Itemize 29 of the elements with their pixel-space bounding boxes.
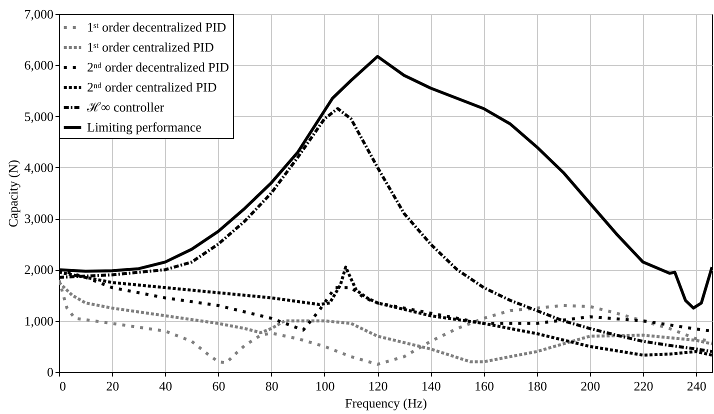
legend-label: 1ˢᵗ order decentralized PID: [87, 20, 226, 34]
legend-label: 2ⁿᵈ order decentralized PID: [87, 60, 230, 74]
y-tick-label: 4,000: [24, 160, 54, 175]
legend-label: 2ⁿᵈ order centralized PID: [87, 80, 217, 94]
y-tick-label: 2,000: [24, 262, 54, 278]
x-tick-label: 180: [528, 378, 548, 394]
y-tick-label: 0: [47, 364, 54, 380]
y-tick-label: 7,000: [24, 6, 54, 22]
x-tick-label: 40: [159, 378, 172, 394]
x-tick-label: 60: [212, 378, 226, 394]
x-tick-label: 240: [686, 378, 706, 394]
y-tick-label: 6,000: [24, 58, 54, 73]
legend-label: ℋ∞ controller: [86, 100, 165, 114]
x-tick-label: 100: [315, 378, 335, 394]
x-tick-label: 160: [474, 378, 494, 394]
x-axis-title: Frequency (Hz): [345, 396, 427, 410]
legend-label: 1ˢᵗ order centralized PID: [87, 40, 214, 54]
y-axis-title: Capacity (N): [5, 160, 20, 228]
y-tick-label: 1,000: [24, 313, 54, 328]
x-tick-label: 120: [368, 378, 388, 394]
y-tick-label: 3,000: [24, 211, 54, 226]
y-tick-label: 5,000: [24, 108, 54, 124]
x-tick-label: 220: [634, 378, 654, 394]
x-tick-label: 0: [60, 378, 66, 394]
x-tick-label: 200: [580, 378, 600, 394]
x-tick-label: 140: [421, 378, 441, 394]
legend-label: Limiting performance: [87, 120, 202, 134]
x-tick-label: 80: [265, 378, 278, 394]
x-tick-label: 20: [106, 378, 120, 394]
